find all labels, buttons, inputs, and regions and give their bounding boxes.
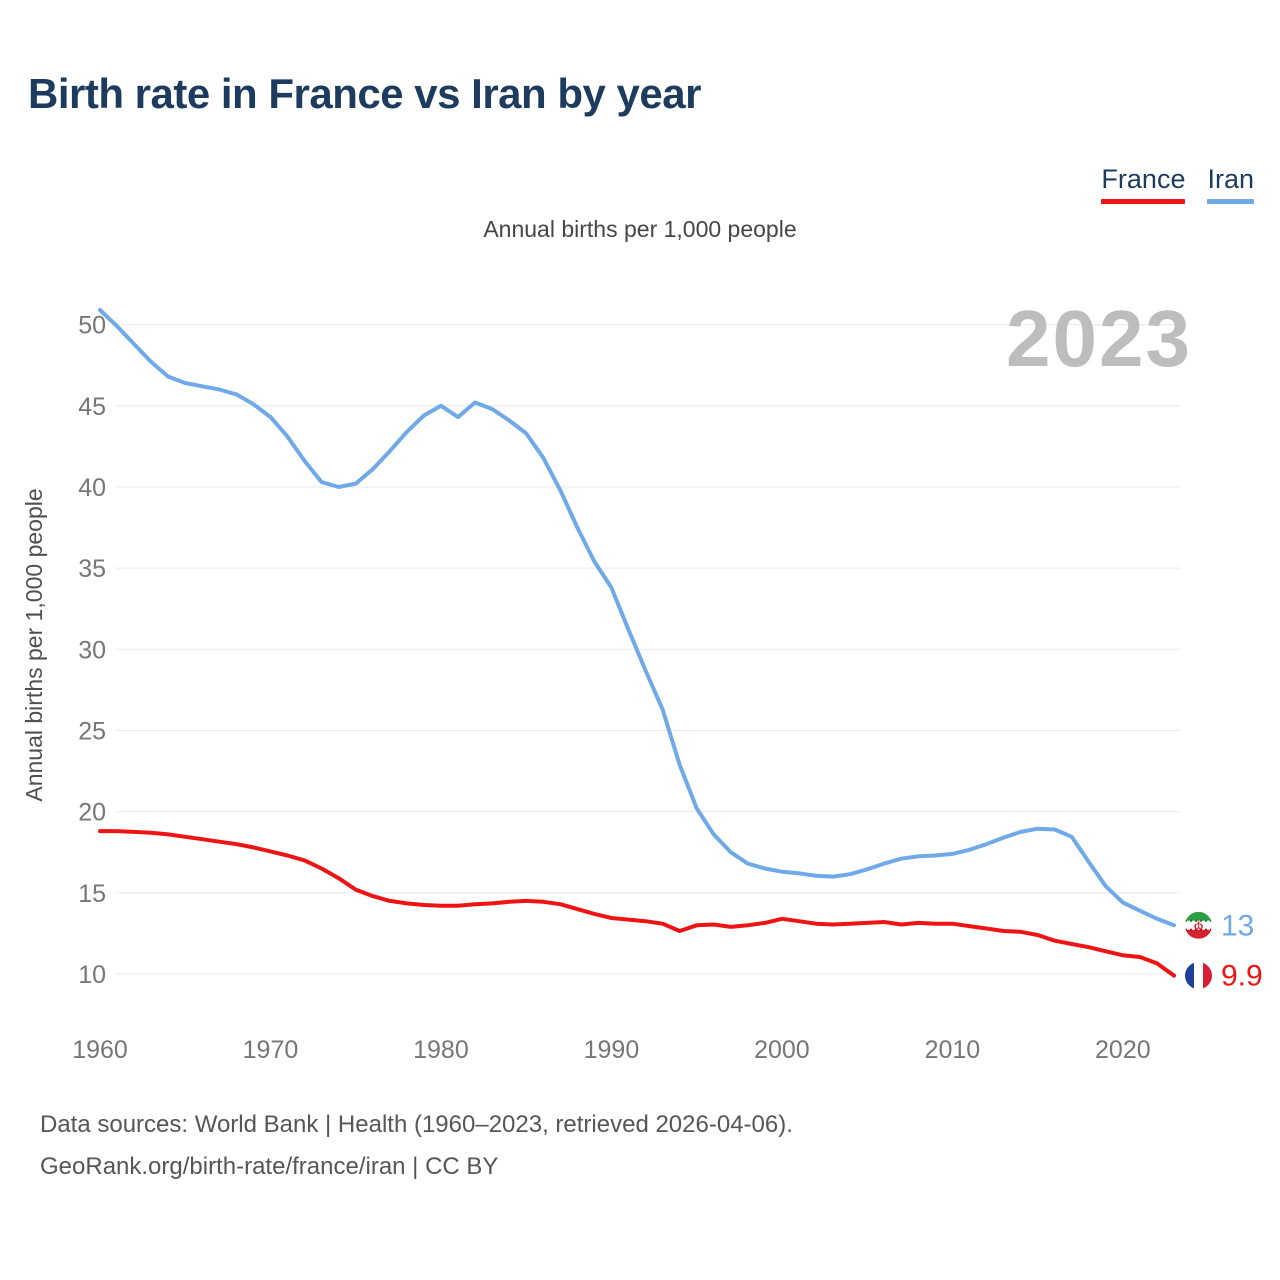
series-line-iran	[98, 308, 1176, 928]
france-red-band	[1203, 962, 1212, 990]
legend-swatch-france	[1101, 199, 1186, 204]
iran-flag-shapes: ω	[1185, 911, 1212, 939]
x-tick-label: 1970	[243, 1036, 299, 1064]
footer-attribution-line: GeoRank.org/birth-rate/france/iran | CC …	[40, 1153, 499, 1180]
y-tick-label: 10	[78, 961, 106, 989]
y-tick-label: 30	[78, 636, 106, 664]
gridline-layer	[116, 324, 1180, 975]
footer: Data sources: World Bank | Health (1960–…	[40, 1104, 793, 1188]
y-tick-label: 20	[78, 799, 106, 827]
y-tick-label: 35	[78, 555, 106, 583]
legend-label-iran: Iran	[1207, 164, 1254, 194]
end-value-iran: 13	[1221, 909, 1254, 942]
axis-tick-layer: 10 15 20 25 30 35 40 45 50 1960 1970 1980 1990 2000 20…	[72, 312, 1150, 1064]
legend: France Iran	[1101, 164, 1254, 204]
x-tick-label: 2010	[925, 1036, 981, 1064]
end-label-layer: 9.9 ω 13	[1185, 909, 1263, 993]
france-flag-shapes	[1185, 962, 1212, 990]
y-tick-label: 45	[78, 393, 106, 421]
y-tick-label: 50	[78, 312, 106, 340]
france-white-band	[1194, 962, 1203, 990]
x-tick-label: 2000	[754, 1036, 810, 1064]
y-axis-title: Annual births per 1,000 people	[21, 488, 47, 801]
footer-sources-line: Data sources: World Bank | Health (1960–…	[40, 1111, 793, 1138]
iran-green-band	[1185, 911, 1212, 921]
chart-subtitle: Annual births per 1,000 people	[483, 216, 797, 242]
france-blue-band	[1185, 962, 1194, 990]
france-flag-icon	[1185, 962, 1212, 990]
y-tick-label: 40	[78, 474, 106, 502]
x-tick-label: 2020	[1095, 1036, 1151, 1064]
x-tick-label: 1960	[72, 1036, 128, 1064]
y-tick-label: 15	[78, 880, 106, 908]
year-watermark: 2023	[1006, 294, 1192, 383]
page-title: Birth rate in France vs Iran by year	[28, 70, 701, 117]
end-value-france: 9.9	[1221, 960, 1263, 993]
series-layer	[98, 308, 1176, 978]
series-line-france	[98, 829, 1176, 978]
x-tick-label: 1990	[584, 1036, 640, 1064]
legend-swatch-iran	[1207, 199, 1254, 204]
legend-item-iran[interactable]: Iran	[1207, 164, 1254, 204]
x-tick-label: 1980	[413, 1036, 469, 1064]
iran-flag-icon: ω	[1185, 911, 1212, 939]
iran-emblem: ω	[1194, 920, 1203, 932]
iran-red-band	[1185, 929, 1212, 939]
legend-label-france: France	[1101, 164, 1186, 194]
y-tick-label: 25	[78, 717, 106, 745]
legend-item-france[interactable]: France	[1101, 164, 1186, 204]
iran-emblem-stroke	[1197, 921, 1200, 926]
